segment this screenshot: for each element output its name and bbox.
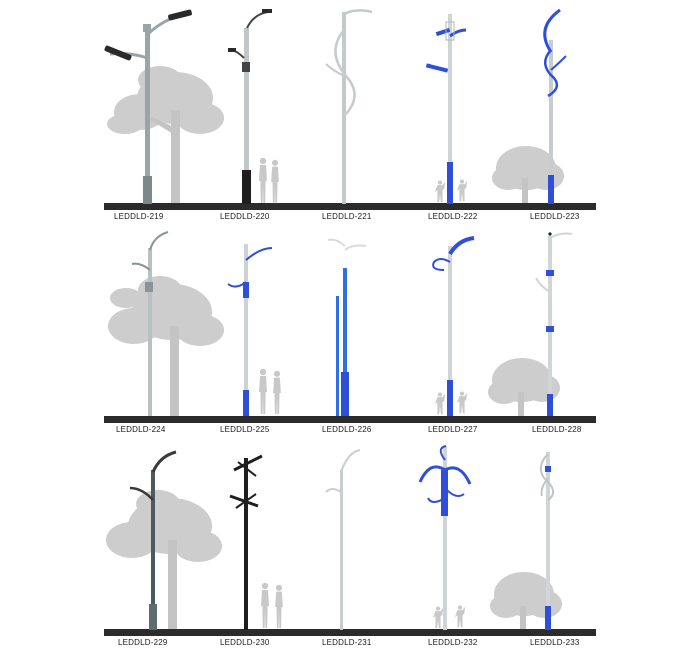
ground-strip	[104, 629, 596, 636]
pole-illustration-222	[425, 14, 468, 204]
model-label: LEDDLD-222	[428, 212, 478, 221]
pole-illustration-223	[492, 8, 567, 204]
ground-strip	[104, 203, 596, 210]
pole-illustration-221	[325, 9, 373, 204]
tree-silhouette	[106, 490, 222, 629]
pole-illustration-227	[432, 236, 475, 416]
pole-illustration-233	[490, 452, 562, 630]
tree-silhouette	[492, 146, 564, 203]
catalog-row-2: LEDDLD-224 LEDDLD-225 LEDDLD-226	[104, 231, 596, 434]
pole-illustration-229	[106, 450, 222, 630]
model-label: LEDDLD-225	[220, 425, 270, 434]
pole-illustration-231	[325, 449, 361, 630]
model-label: LEDDLD-228	[532, 425, 582, 434]
tree-silhouette	[108, 276, 224, 416]
pole-illustration-224	[108, 231, 224, 416]
catalog-row-1: LEDDLD-219 LEDDLD-220 LEDDLD-221	[104, 8, 596, 221]
pedestrian-silhouettes	[259, 157, 279, 204]
pedestrian-silhouettes	[259, 368, 281, 415]
model-label: LEDDLD-232	[428, 638, 478, 647]
model-label: LEDDLD-229	[118, 638, 168, 647]
pole-illustration-228	[488, 232, 573, 416]
pedestrian-silhouettes	[261, 582, 283, 629]
model-label: LEDDLD-233	[530, 638, 580, 647]
children-silhouettes	[432, 605, 466, 629]
pole-illustration-230	[229, 454, 283, 630]
pole-illustration-219	[104, 9, 224, 204]
pole-illustration-226	[327, 238, 367, 416]
model-label: LEDDLD-230	[220, 638, 270, 647]
ground-strip	[104, 416, 596, 423]
model-label: LEDDLD-220	[220, 212, 270, 221]
model-label: LEDDLD-231	[322, 638, 372, 647]
model-label: LEDDLD-224	[116, 425, 166, 434]
model-label: LEDDLD-223	[530, 212, 580, 221]
tree-silhouette	[107, 66, 224, 203]
model-label: LEDDLD-219	[114, 212, 164, 221]
catalog-row-3: LEDDLD-229 LEDDLD-230 LEDDLD-231	[104, 445, 596, 647]
model-label: LEDDLD-221	[322, 212, 372, 221]
model-label: LEDDLD-226	[322, 425, 372, 434]
tree-silhouette	[490, 572, 562, 629]
model-label: LEDDLD-227	[428, 425, 478, 434]
pole-illustration-225	[227, 244, 281, 416]
pole-illustration-220	[228, 9, 279, 204]
pole-illustration-232	[418, 445, 472, 630]
